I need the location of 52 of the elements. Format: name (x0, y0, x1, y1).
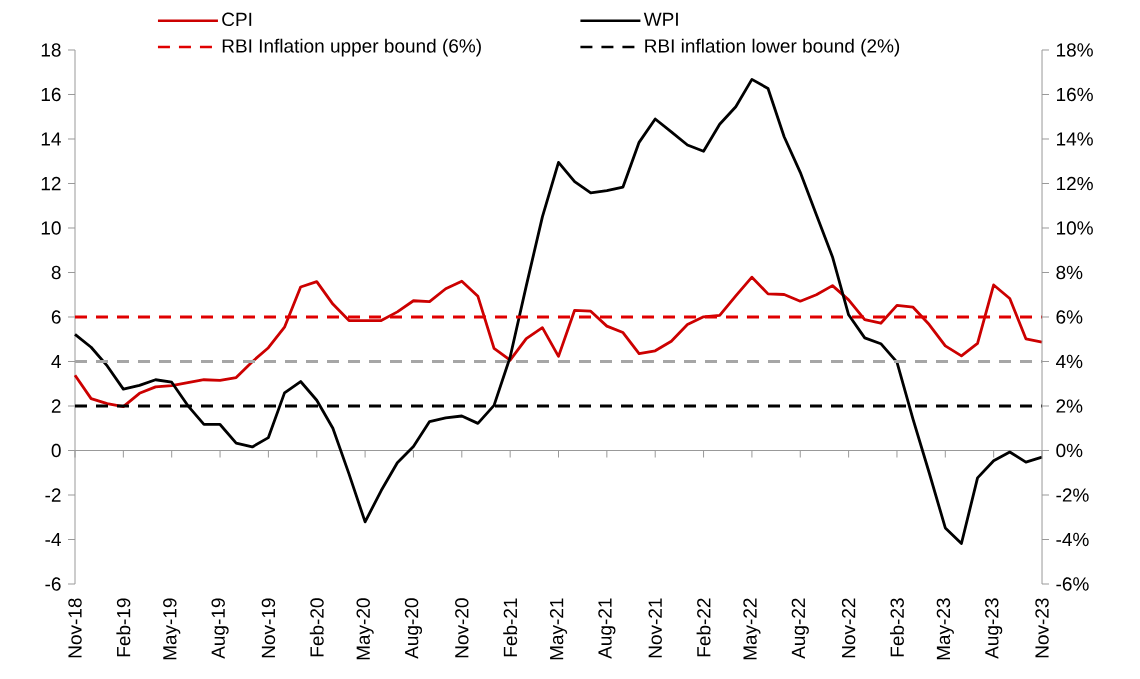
line-series (73, 77, 1044, 545)
y2-tick-label: -2% (1056, 488, 1089, 502)
y-tick-label: 6 (51, 310, 61, 324)
y-tick-label: -4 (45, 532, 61, 547)
y2-tick-label: 14% (1057, 132, 1093, 146)
x-tick-label: Nov-18 (68, 598, 82, 658)
x-tick-label: Feb-23 (889, 598, 904, 657)
x-tick-label: Aug-23 (985, 598, 1003, 659)
y2-tick-label: 2% (1056, 399, 1083, 413)
y2-tick-label: 18% (1057, 43, 1093, 57)
y-tick-label: 14 (41, 132, 61, 146)
y2-tick-label: 4% (1055, 354, 1083, 369)
x-tick-label: Feb-20 (309, 598, 324, 657)
y-tick-label: 18 (41, 43, 61, 57)
y-tick-label: 16 (41, 87, 61, 102)
x-tick-label: Nov-20 (455, 598, 469, 658)
x-tick-label: Nov-23 (1035, 598, 1049, 658)
y-tick-label: 12 (41, 176, 61, 191)
x-tick-label: May-23 (936, 598, 954, 660)
x-tick-label: Nov-19 (261, 598, 276, 658)
x-tick-label: Feb-19 (116, 598, 131, 657)
y2-tick-label: -4% (1056, 532, 1089, 547)
y2-tick-label: -6% (1056, 577, 1089, 591)
x-tick-label: Feb-22 (696, 598, 711, 657)
x-tick-label: Aug-20 (404, 598, 423, 659)
y2-tick-label: 8% (1056, 265, 1083, 280)
y-tick-label: 8 (51, 265, 61, 280)
x-tick-label: May-20 (356, 598, 374, 660)
legend-label: RBI Inflation upper bound (6%) (222, 38, 481, 57)
y-tick-label: -2 (45, 488, 61, 502)
x-tick-label: May-21 (549, 598, 568, 660)
y-tick-label: 4 (51, 354, 61, 369)
x-tick-label: Nov-22 (841, 598, 856, 658)
legend-label: CPI (222, 12, 252, 27)
y2-tick-label: 16% (1057, 87, 1093, 102)
x-tick-label: Aug-19 (211, 598, 229, 659)
x-tick-label: Nov-21 (648, 598, 662, 658)
y-tick-label: 2 (51, 399, 61, 413)
y2-tick-label: 6% (1056, 310, 1083, 324)
x-tick-label: Aug-22 (791, 598, 809, 659)
x-tick-label: Feb-21 (503, 598, 518, 657)
x-tick-label: May-22 (743, 598, 761, 660)
x-tick-label: Aug-21 (598, 598, 616, 659)
y2-tick-label: 0% (1056, 443, 1083, 458)
y-tick-label: 10 (41, 221, 61, 235)
y2-tick-label: 10% (1057, 221, 1093, 235)
legend-label: RBI inflation lower bound (2%) (645, 38, 900, 57)
y-tick-label: 0 (51, 443, 61, 458)
x-tick-label: May-19 (163, 598, 181, 660)
legend-label: WPI (643, 12, 678, 26)
y2-tick-label: 12% (1057, 176, 1093, 191)
y-tick-label: -6 (45, 577, 61, 591)
